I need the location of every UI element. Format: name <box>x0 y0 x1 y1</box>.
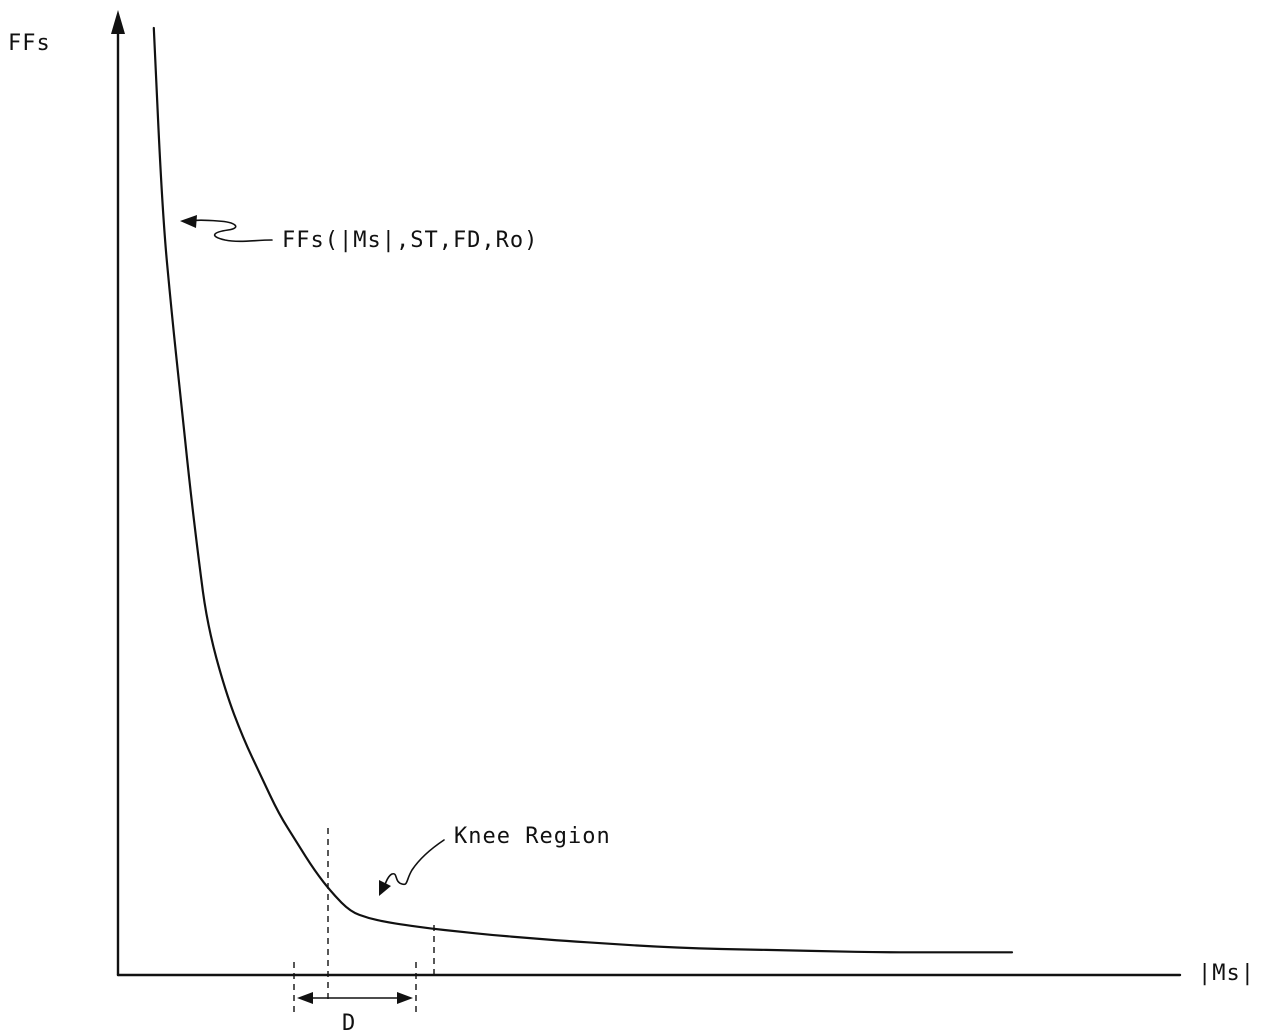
knee-label-arrowhead <box>379 880 391 896</box>
y-axis-arrowhead <box>111 10 125 34</box>
series-line <box>152 26 1014 954</box>
knee-label-leader <box>383 839 445 888</box>
interval-label: D <box>342 1011 356 1032</box>
curve-label-arrowhead <box>180 215 197 228</box>
y-axis-label: FFs <box>8 31 51 56</box>
curve-label: FFs(|Ms|,ST,FD,Ro) <box>282 228 538 253</box>
curve-label-leader <box>189 219 273 243</box>
interval-arrow-right-head <box>397 992 413 1004</box>
knee-label: Knee Region <box>454 824 611 849</box>
x-axis-label: |Ms| <box>1198 961 1255 986</box>
interval-arrow-left-head <box>297 992 313 1004</box>
